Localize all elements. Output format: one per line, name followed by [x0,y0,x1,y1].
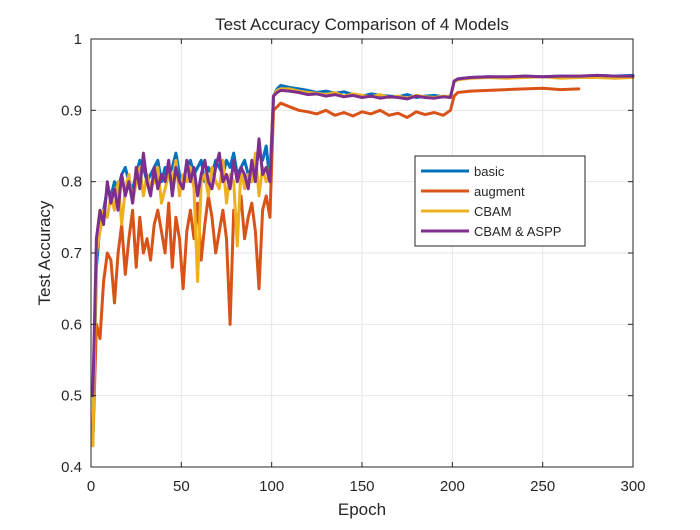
chart-title: Test Accuracy Comparison of 4 Models [215,15,509,34]
x-tick-label: 200 [440,478,465,495]
x-tick-label: 50 [173,478,190,495]
series-group [91,73,635,448]
legend-label: basic [474,164,505,179]
y-axis-title: Test Accuracy [35,200,54,305]
y-tick-label: 0.4 [61,459,82,476]
x-tick-label: 0 [87,478,95,495]
legend-label: augment [474,184,525,199]
x-tick-label: 250 [530,478,555,495]
axis-ticks: 0 50 100 150 200 250 300 0.4 0.5 0.6 0.7 0.8 0.9 1 [61,31,645,495]
y-tick-label: 0.7 [61,245,82,262]
y-tick-label: 1 [74,31,82,48]
legend-label: CBAM [474,204,512,219]
y-tick-label: 0.6 [61,316,82,333]
series-line-cbam-aspp [91,73,635,398]
x-axis-title: Epoch [338,500,386,519]
x-tick-label: 150 [349,478,374,495]
y-tick-label: 0.5 [61,388,82,405]
legend-label: CBAM & ASPP [474,224,561,239]
legend: basic augment CBAM CBAM & ASPP [414,155,586,247]
x-tick-label: 100 [259,478,284,495]
y-tick-label: 0.8 [61,174,82,191]
y-tick-label: 0.9 [61,102,82,119]
x-tick-label: 300 [620,478,645,495]
